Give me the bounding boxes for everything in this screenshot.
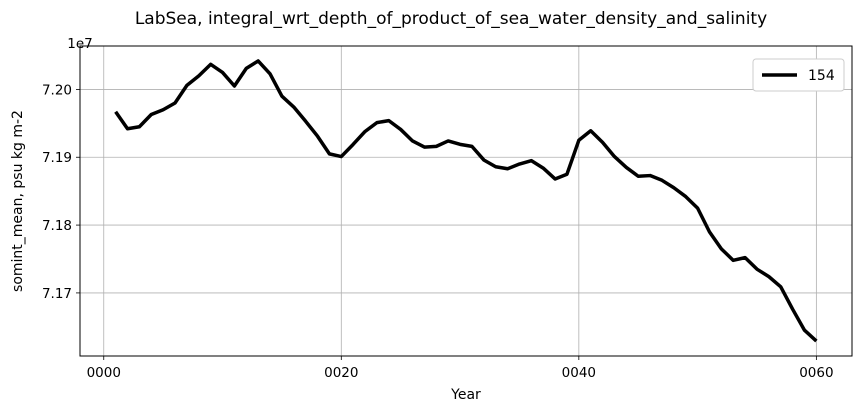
axis-ticks: 0000 0020 0040 0060 7.17 7.18 7.19 7.20 [42,82,834,381]
series-layer [114,59,818,343]
x-tick-label: 0000 [87,365,121,381]
y-tick-label: 7.17 [42,286,72,302]
series-line [114,59,818,343]
x-tick-label: 0020 [324,365,358,381]
y-tick-label: 7.19 [42,150,72,166]
plot-frame [79,45,853,357]
x-axis-label: Year [450,387,481,403]
y-axis-label: somint_mean, psu kg m-2 [10,110,26,292]
y-offset-label: 1e7 [67,36,92,52]
legend-label: 154 [808,68,835,84]
chart-title: LabSea, integral_wrt_depth_of_product_of… [135,9,767,29]
x-tick-label: 0040 [562,365,596,381]
legend: 154 [752,58,845,92]
grid [80,46,852,356]
legend-box [752,58,845,92]
y-tick-label: 7.20 [42,82,72,98]
y-tick-label: 7.18 [42,218,72,234]
x-tick-label: 0060 [799,365,833,381]
